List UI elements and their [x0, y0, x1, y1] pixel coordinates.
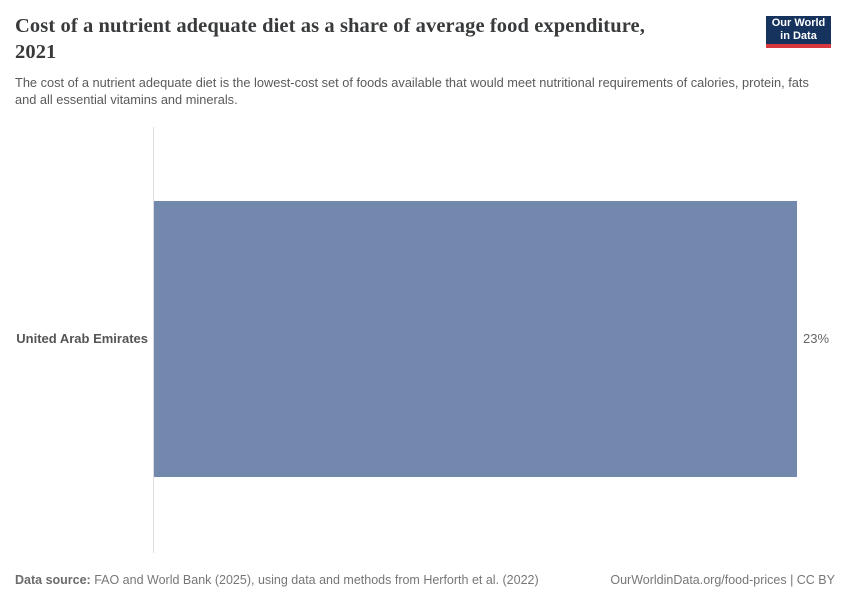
- data-source-label: Data source:: [15, 573, 91, 587]
- y-axis-line: [153, 127, 154, 553]
- bar[interactable]: [154, 201, 797, 477]
- chart-footer: Data source: FAO and World Bank (2025), …: [15, 573, 835, 587]
- entity-label: United Arab Emirates: [16, 331, 148, 346]
- chart-subtitle: The cost of a nutrient adequate diet is …: [15, 75, 809, 107]
- logo-line1: Our World: [771, 17, 826, 29]
- logo-line2: in Data: [780, 30, 817, 42]
- page-title: Cost of a nutrient adequate diet as a sh…: [15, 15, 645, 63]
- chart-header: Cost of a nutrient adequate diet as a sh…: [15, 13, 835, 108]
- data-source-text: FAO and World Bank (2025), using data an…: [90, 573, 539, 587]
- value-label: 23%: [803, 331, 830, 346]
- data-source: Data source: FAO and World Bank (2025), …: [15, 573, 539, 587]
- owid-logo[interactable]: Our World in Data: [766, 16, 831, 48]
- footer-link[interactable]: OurWorldinData.org/food-prices | CC BY: [610, 573, 835, 587]
- plot-area: [154, 201, 797, 477]
